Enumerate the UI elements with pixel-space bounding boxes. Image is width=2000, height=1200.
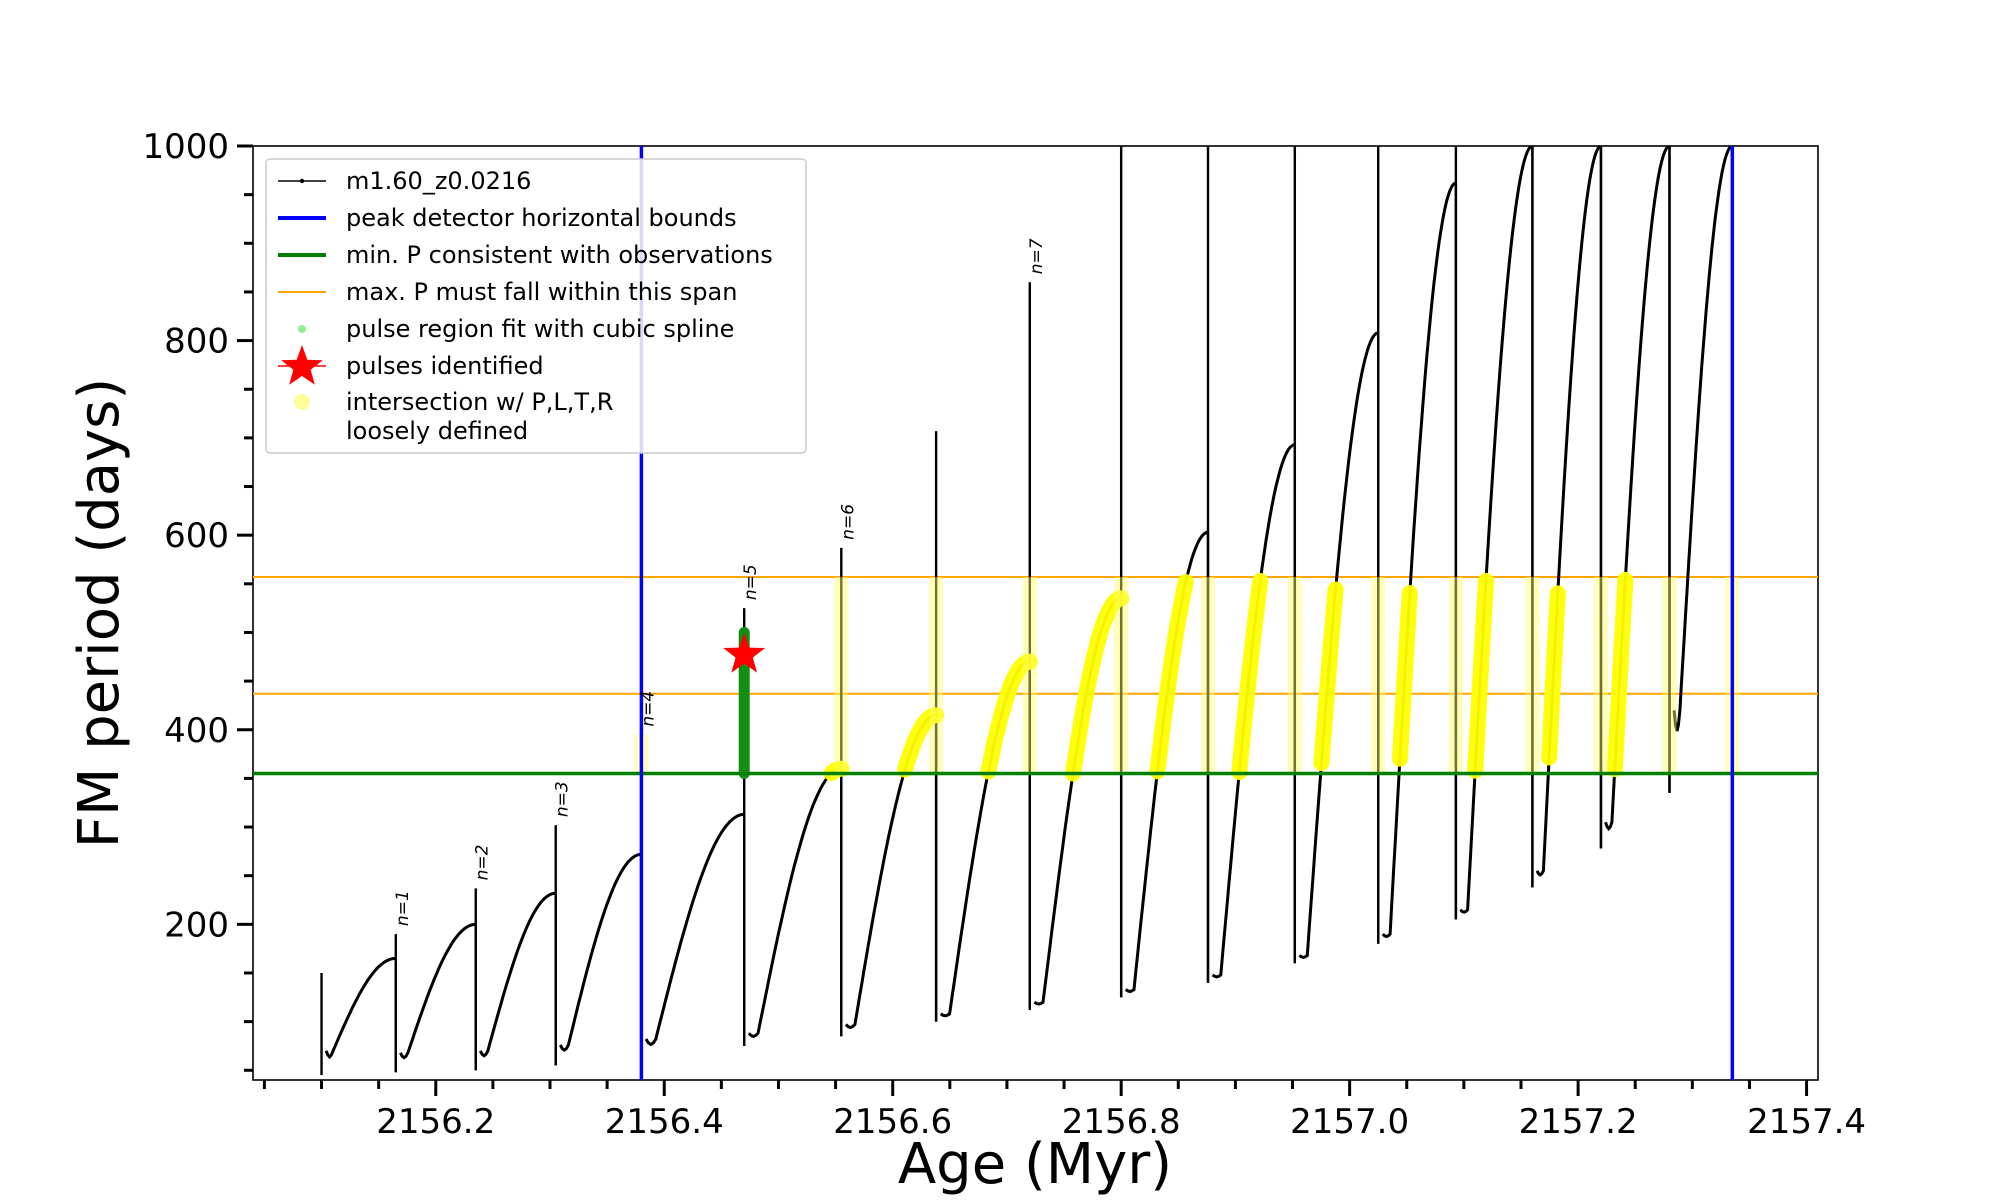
axes: 2156.2 2156.4 2156.6 2156.8 2157.0 2157.2 2157… [142,127,1866,1142]
legend-label: loosely defined [346,417,528,445]
legend-label: m1.60_z0.0216 [346,167,531,195]
plot-area: n=1 n=2 n=3 n=4 n=5 n=6 n=7 [253,146,1818,1080]
legend-box [265,158,807,454]
y-tick-label: 400 [164,711,229,751]
x-tick-label: 2157.4 [1747,1102,1866,1142]
track-segment [1211,443,1296,979]
track-segment [1033,596,1122,1006]
track-segment [324,956,396,1060]
x-tick-label: 2156.4 [605,1102,724,1142]
pulse-identified-star [723,632,766,673]
y-tick-label: 200 [164,905,229,945]
track-segment [1381,181,1457,939]
legend-label: pulses identified [346,352,544,380]
y-axis-title: FM period (days) [67,378,132,848]
track-segment [1672,146,1733,732]
legend-label: max. P must fall within this span [346,278,737,306]
legend-label: min. P consistent with observations [346,241,773,269]
track-segment [844,713,937,1030]
intersection-segment [823,760,850,782]
pulse-label: n=5 [741,564,761,600]
pulse-label: n=3 [553,781,573,817]
legend-marker [299,178,305,184]
track-segment [939,660,1031,1018]
x-tick-label: 2156.6 [833,1102,952,1142]
track-segment [399,922,476,1060]
legend-label: peak detector horizontal bounds [346,204,737,232]
track-segment [1459,146,1533,914]
x-tick-label: 2156.2 [376,1102,495,1142]
intersection-segment [1467,572,1494,779]
intersection-segment [1313,581,1344,772]
legend-star [281,345,323,385]
intersection-segment [1231,572,1269,780]
plot-frame [252,145,1819,1081]
pulse-label: n=6 [838,504,858,540]
legend-label: intersection w/ P,L,T,R [346,388,613,416]
track-segment [558,852,642,1052]
track-segment [478,891,556,1058]
intersection-segment [897,707,945,778]
intersection-segment [1606,571,1634,778]
intersection-segment [980,653,1038,780]
track-segment [1298,331,1379,959]
track-segment [1535,146,1602,877]
pulse-label: n=1 [393,890,413,926]
intersection-segment [1065,590,1130,782]
track-segment [644,812,745,1047]
x-tick-label: 2156.8 [1062,1102,1181,1142]
x-axis-title: Age (Myr) [898,1132,1172,1197]
legend-label: pulse region fit with cubic spline [346,315,734,343]
y-tick-label: 600 [164,516,229,556]
track-segment [1124,530,1209,994]
pulse-label: n=2 [473,844,493,880]
intersection-segment [1149,574,1194,780]
pulse-label: n=4 [638,691,658,727]
pulse-label: n=7 [1027,238,1047,274]
intersection-segment [1541,585,1566,766]
legend-dot [298,325,306,333]
x-tick-label: 2157.0 [1290,1102,1409,1142]
track-segment [747,767,842,1039]
x-tick-label: 2157.2 [1519,1102,1638,1142]
legend-dot [294,394,310,410]
y-tick-label: 1000 [142,127,229,167]
y-tick-label: 800 [164,322,229,362]
intersection-segment [1392,585,1418,767]
